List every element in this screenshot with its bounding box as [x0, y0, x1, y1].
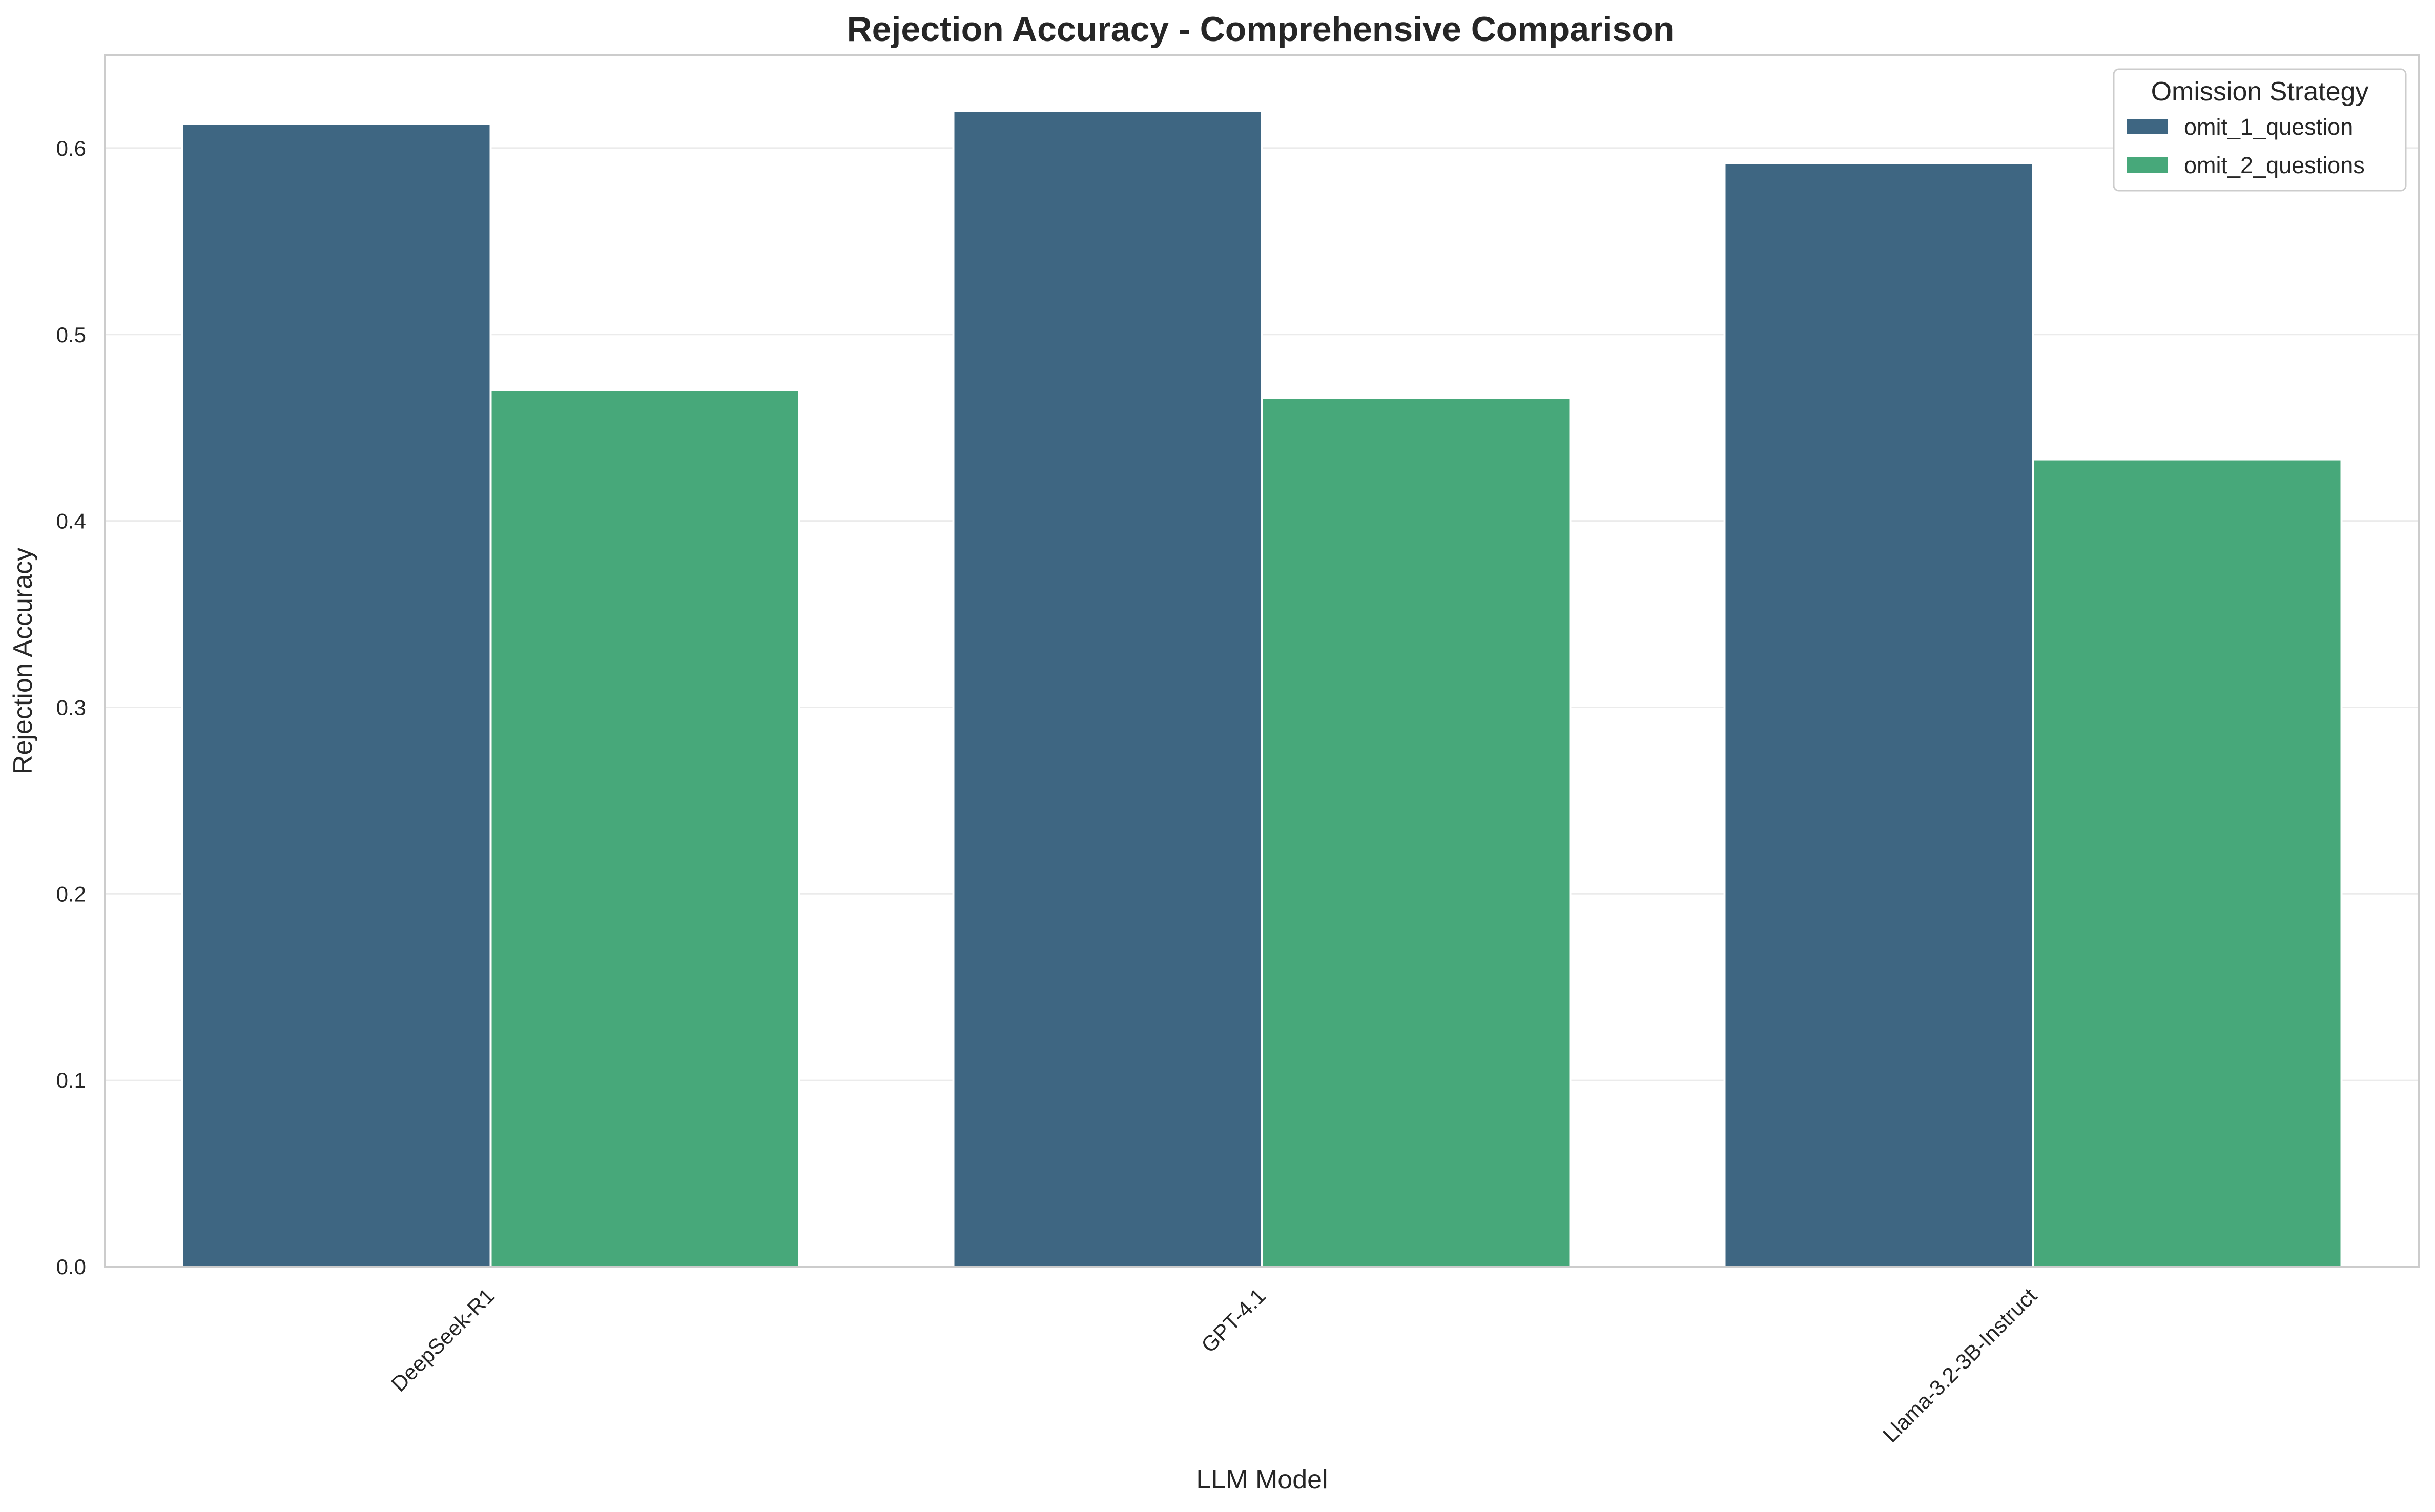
x-axis-label: LLM Model	[1196, 1465, 1328, 1495]
bar-omit-2-questions-llama-3-2-3b-instruct	[2032, 458, 2343, 1268]
y-axis-ticks: 0.0 0.1 0.2 0.3 0.4 0.5 0.6	[56, 136, 86, 1279]
legend-label-omit-2-questions: omit_2_questions	[2184, 152, 2365, 178]
y-axis-label: Rejection Accuracy	[8, 548, 38, 774]
legend: Omission Strategy omit_1_question omit_2…	[2113, 68, 2407, 192]
bar-omit-2-questions-gpt-4-1	[1261, 397, 1572, 1268]
y-tick-label: 0.2	[56, 882, 86, 906]
legend-title: Omission Strategy	[2151, 77, 2369, 107]
bar-omit-1-question-gpt-4-1	[952, 110, 1263, 1268]
bar-omit-2-questions-deepseek-r1	[489, 389, 800, 1268]
legend-box	[2113, 68, 2407, 192]
chart-title: Rejection Accuracy - Comprehensive Compa…	[847, 10, 1675, 49]
y-tick-label: 0.0	[56, 1255, 86, 1279]
bar-omit-1-question-deepseek-r1	[181, 122, 492, 1268]
y-tick-label: 0.5	[56, 323, 86, 347]
y-tick-label: 0.3	[56, 695, 86, 719]
legend-swatch-omit-2-questions	[2127, 157, 2168, 173]
bar-omit-1-question-llama-3-2-3b-instruct	[1723, 162, 2034, 1268]
plot-frame	[104, 54, 2420, 1268]
y-tick-label: 0.1	[56, 1068, 86, 1092]
legend-swatch-omit-1-question	[2127, 119, 2168, 134]
legend-label-omit-1-question: omit_1_question	[2184, 114, 2353, 140]
y-tick-label: 0.4	[56, 509, 86, 533]
y-tick-label: 0.6	[56, 136, 86, 160]
